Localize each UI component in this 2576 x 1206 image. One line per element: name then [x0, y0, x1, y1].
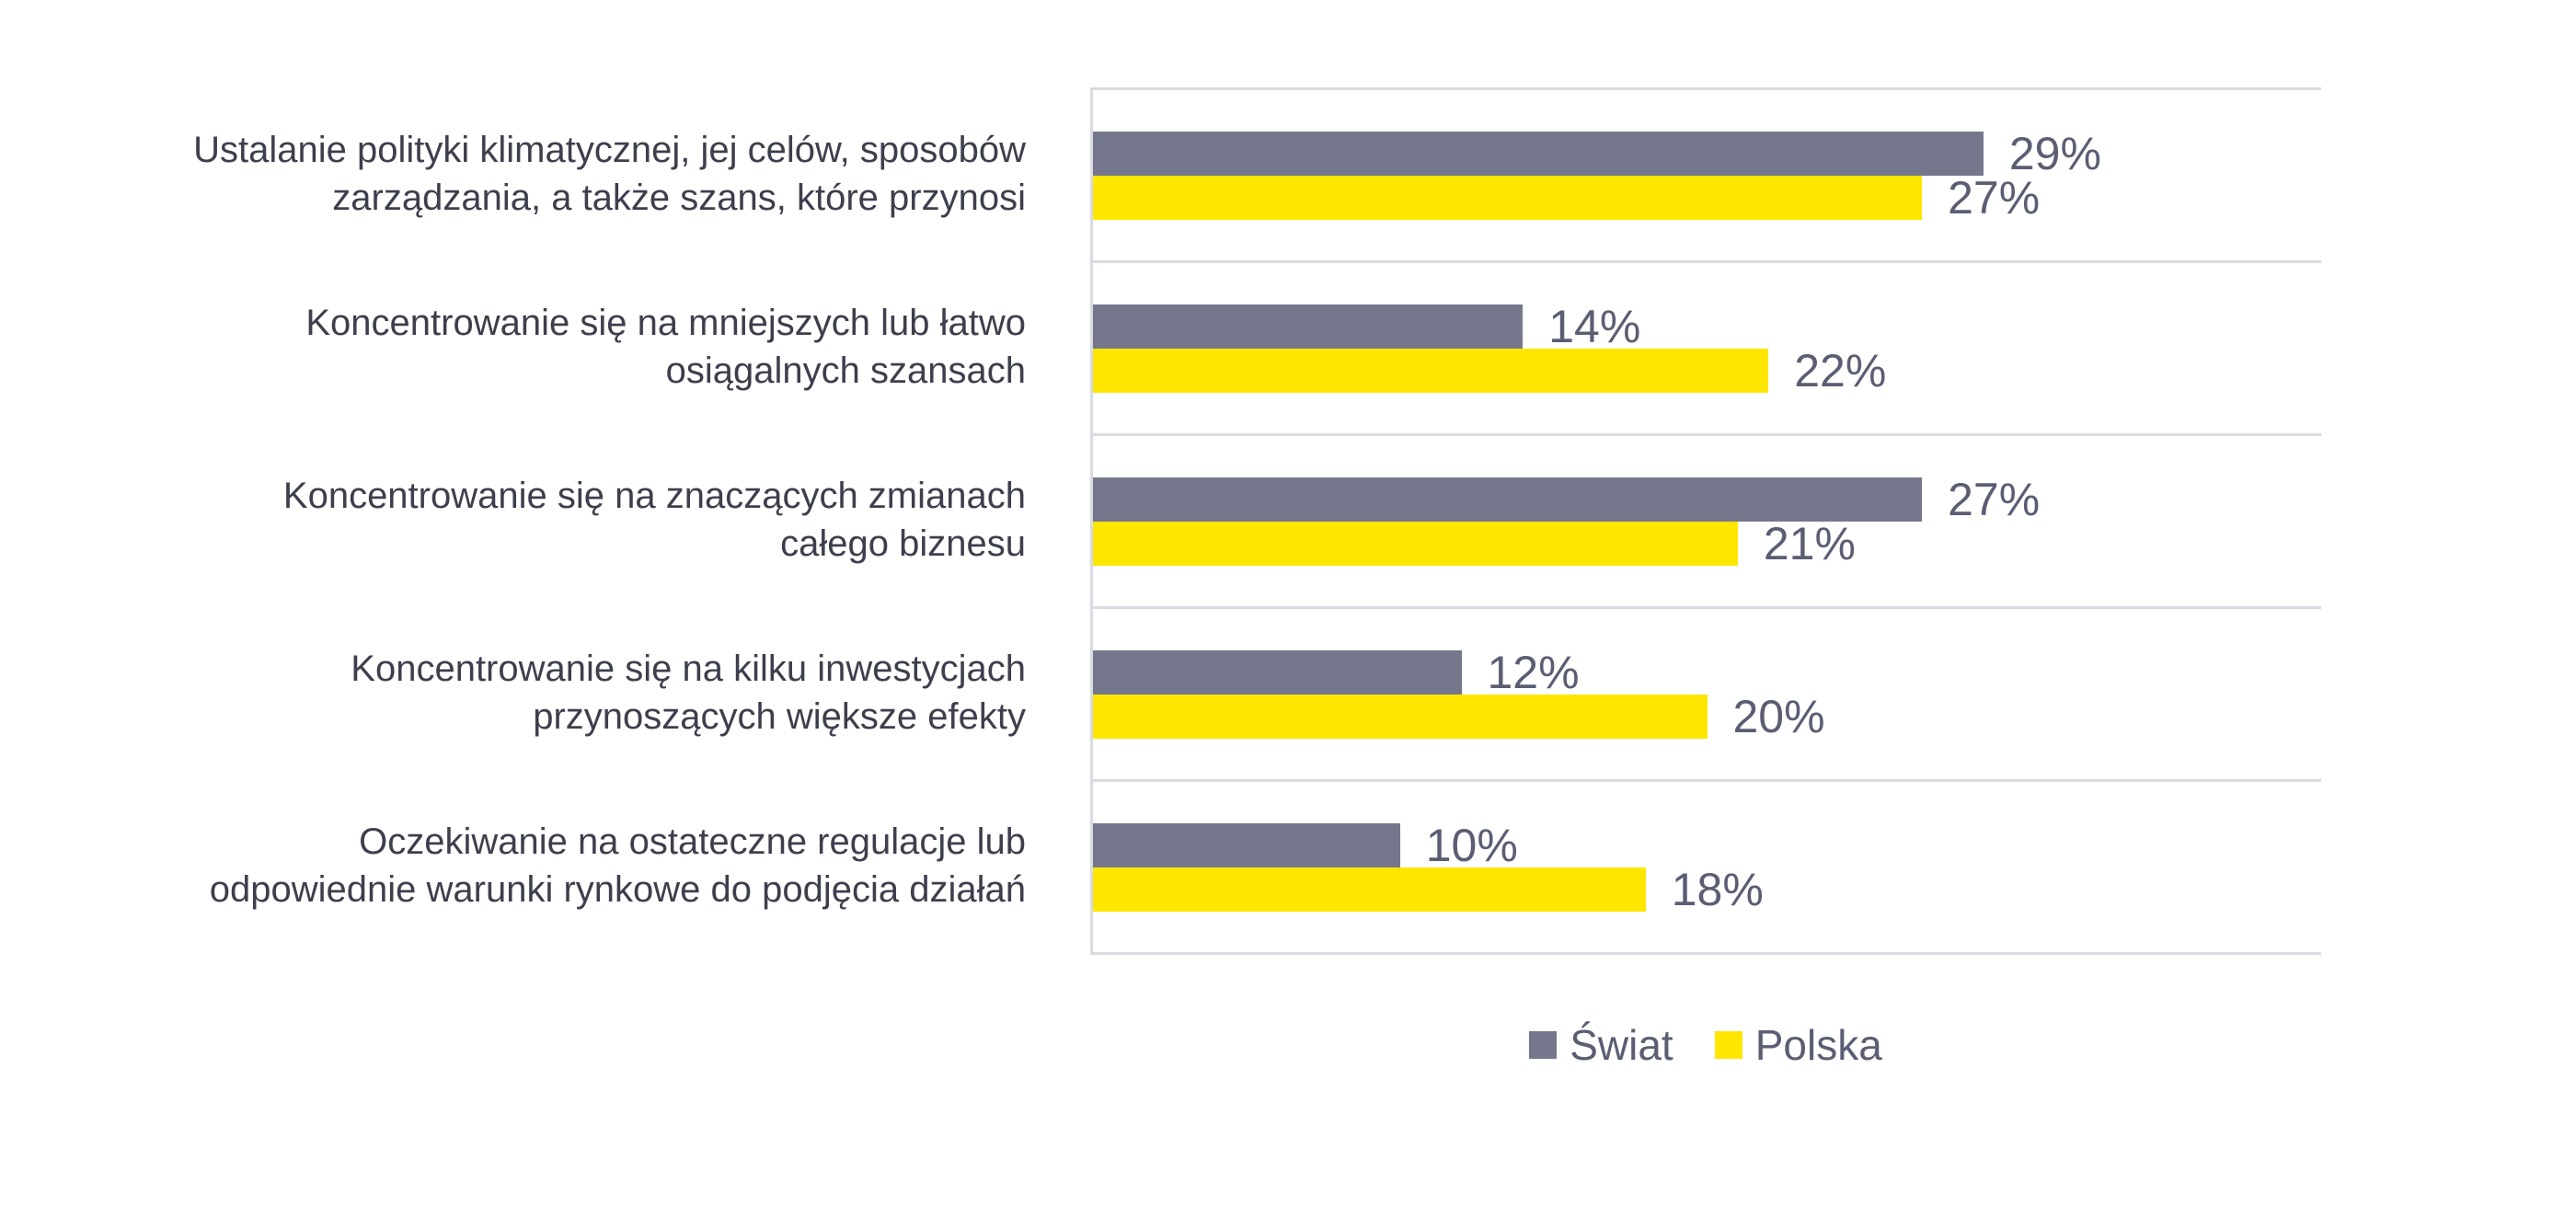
legend-swatch	[1529, 1031, 1558, 1059]
value-label: 12%	[1487, 646, 1580, 698]
value-label: 27%	[1948, 473, 2041, 525]
category-label: Koncentrowanie się na znaczących zmianac…	[0, 433, 1058, 606]
polska-bar	[1093, 521, 1738, 566]
value-label: 27%	[1948, 171, 2041, 224]
category-label-line: odpowiednie warunki rynkowe do podjęcia …	[209, 869, 1026, 910]
bar-line: 18%	[1093, 864, 2321, 915]
value-label: 21%	[1763, 517, 1856, 569]
legend-swatch	[1714, 1031, 1742, 1059]
legend: Świat Polska	[1090, 1017, 2321, 1073]
value-label: 18%	[1671, 863, 1764, 915]
category-label: Koncentrowanie się na mniejszych lub łat…	[0, 260, 1058, 433]
bar-line: 27%	[1093, 474, 2321, 525]
category-label-line: Koncentrowanie się na znaczących zmianac…	[282, 476, 1026, 516]
bar-line: 10%	[1093, 820, 2321, 871]
value-label: 29%	[2008, 127, 2101, 179]
bar-line: 21%	[1093, 518, 2321, 569]
polska-bar	[1093, 867, 1646, 912]
legend-label: Polska	[1754, 1021, 1882, 1069]
legend-label: Świat	[1570, 1021, 1673, 1069]
plot-area: 29% 27% 14% 22% 27% 21% 12% 20% 10% 18%	[1090, 87, 2321, 955]
category-row: 14% 22%	[1093, 260, 2321, 433]
category-label-line: Ustalanie polityki klimatycznej, jej cel…	[193, 130, 1026, 170]
bar-line: 29%	[1093, 128, 2321, 179]
legend-item: Polska	[1714, 1020, 1882, 1070]
category-label-line: przynoszących większe efekty	[533, 696, 1026, 737]
category-label-line: całego biznesu	[780, 523, 1026, 564]
value-label: 10%	[1425, 819, 1518, 871]
category-label-line: zarządzania, a także szans, które przyno…	[332, 178, 1026, 218]
category-label-line: Koncentrowanie się na mniejszych lub łat…	[305, 303, 1026, 343]
category-label-line: Koncentrowanie się na kilku inwestycjach	[351, 649, 1026, 689]
category-label: Oczekiwanie na ostateczne regulacje lub o…	[0, 779, 1058, 952]
legend-item: Świat	[1529, 1020, 1673, 1070]
bar-line: 20%	[1093, 691, 2321, 742]
category-label: Ustalanie polityki klimatycznej, jej cel…	[0, 87, 1058, 260]
category-label-line: osiągalnych szansach	[665, 350, 1026, 391]
polska-bar	[1093, 694, 1708, 739]
swiat-bar	[1093, 131, 1984, 176]
category-row: 10% 18%	[1093, 779, 2321, 952]
swiat-bar	[1093, 822, 1400, 867]
polska-bar	[1093, 175, 1923, 220]
category-label: Koncentrowanie się na kilku inwestycjach…	[0, 606, 1058, 779]
swiat-bar	[1093, 477, 1923, 522]
category-label-line: Oczekiwanie na ostateczne regulacje lub	[359, 821, 1026, 862]
polska-bar	[1093, 348, 1769, 393]
category-labels: Ustalanie polityki klimatycznej, jej cel…	[0, 87, 1058, 952]
bar-line: 12%	[1093, 647, 2321, 698]
bar-line: 14%	[1093, 301, 2321, 352]
category-row: 12% 20%	[1093, 606, 2321, 779]
swiat-bar	[1093, 304, 1524, 349]
category-row: 29% 27%	[1093, 87, 2321, 260]
value-label: 22%	[1794, 344, 1887, 396]
swiat-bar	[1093, 649, 1462, 695]
value-label: 14%	[1548, 300, 1641, 352]
bar-line: 22%	[1093, 345, 2321, 396]
category-row: 27% 21%	[1093, 433, 2321, 606]
bar-line: 27%	[1093, 172, 2321, 224]
value-label: 20%	[1732, 690, 1825, 742]
